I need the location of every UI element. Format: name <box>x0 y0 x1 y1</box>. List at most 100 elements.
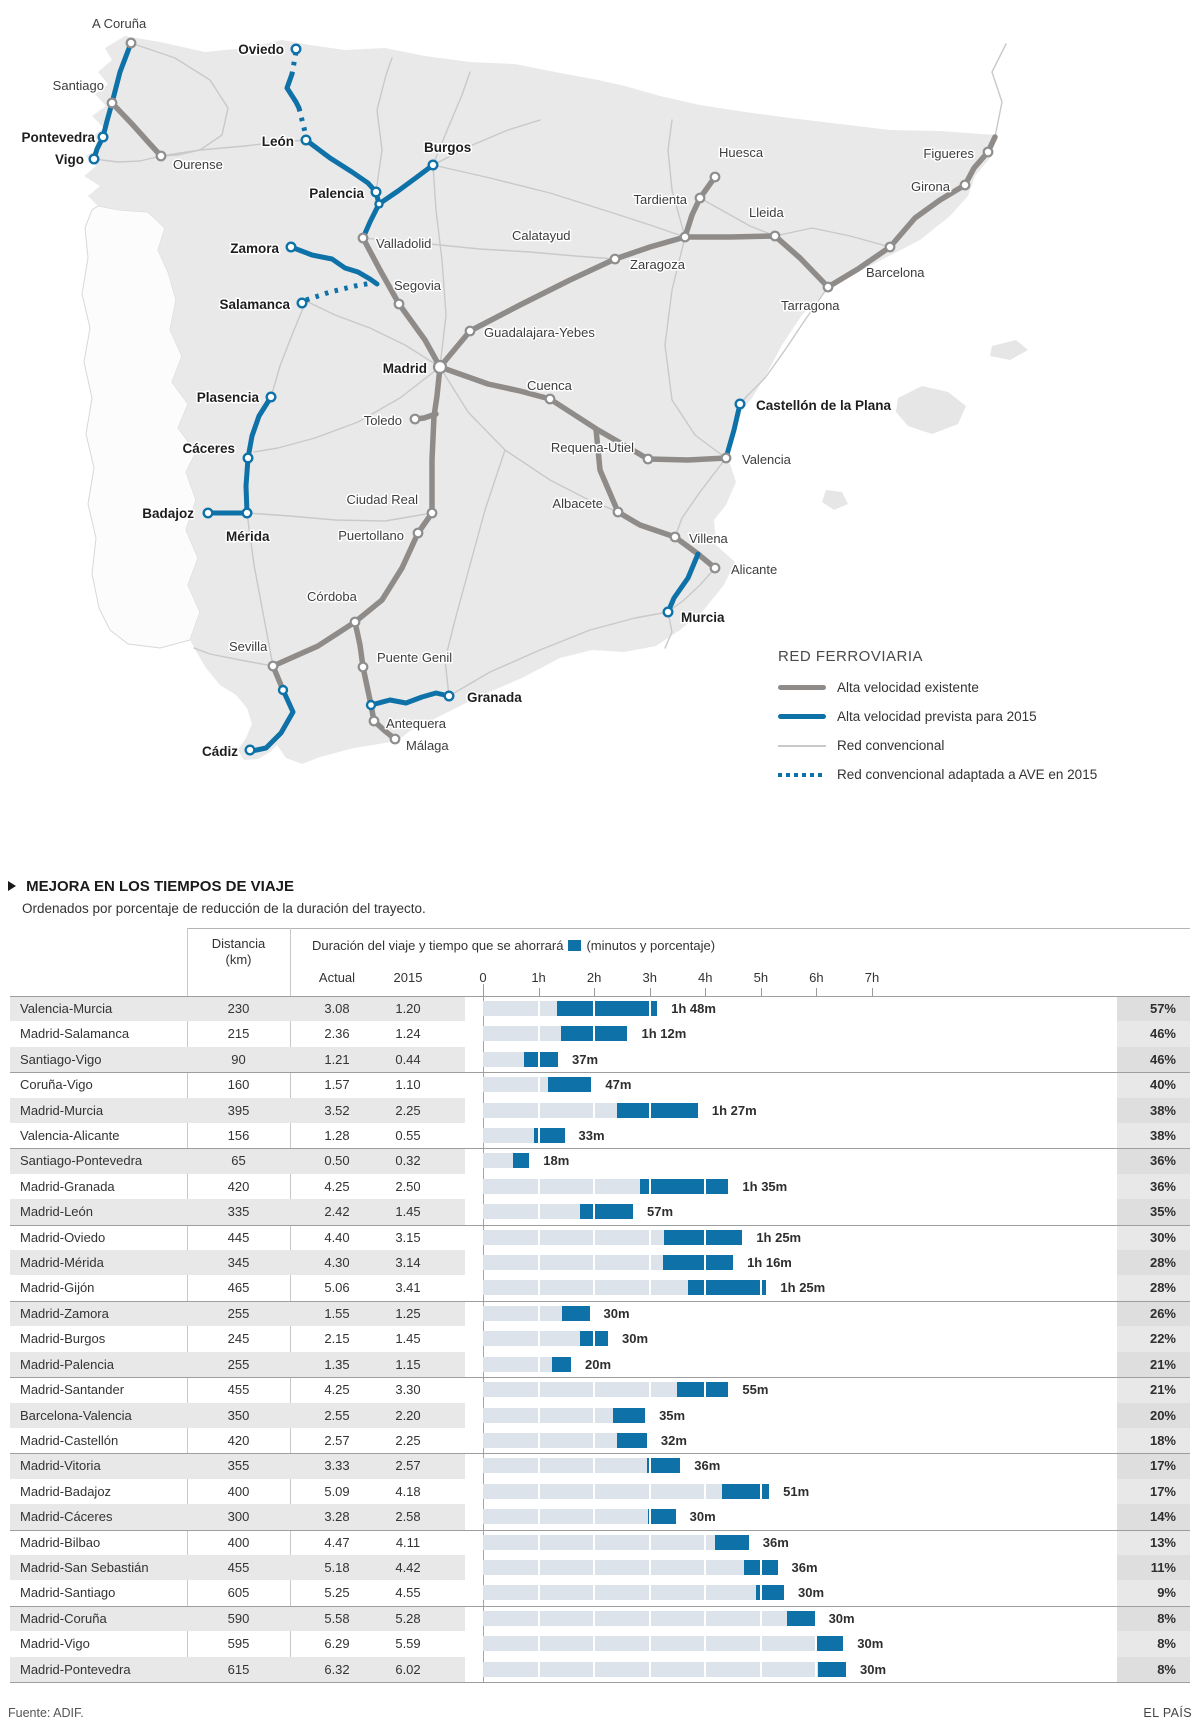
hour-gridline <box>593 1001 596 1016</box>
rail-line-conventional <box>93 155 162 163</box>
row-stripe <box>10 1148 465 1174</box>
duration-bar <box>483 1407 647 1423</box>
table-row: Madrid-Murcia 395 3.52 2.25 1h 27m 38% <box>10 1097 1190 1124</box>
city-label: Castellón de la Plana <box>756 398 892 413</box>
city-label: Vigo <box>55 152 84 167</box>
hour-gridline <box>648 1509 651 1525</box>
duration-actual: 6.32 <box>324 1661 350 1677</box>
duration-2015: 3.30 <box>395 1382 421 1398</box>
city-dot-castell-n-de-la-plana <box>734 398 746 410</box>
bar-time-saved <box>580 1204 634 1220</box>
time-saved-label: 55m <box>742 1382 769 1398</box>
distance-km: 345 <box>227 1255 250 1271</box>
rail-line-planned <box>288 244 380 287</box>
city-dot-lleida <box>769 230 781 242</box>
table-row: Madrid-Coruña 590 5.58 5.28 30m 8% <box>10 1605 1190 1632</box>
duration-actual: 1.21 <box>324 1051 350 1067</box>
hour-gridline <box>759 1585 762 1601</box>
duration-actual: 4.25 <box>324 1382 350 1398</box>
bar-time-saved <box>552 1356 571 1372</box>
time-saved-label: 30m <box>622 1331 649 1347</box>
rail-line-ave <box>437 364 729 463</box>
bar-time-saved <box>647 1509 676 1525</box>
city-label: Cáceres <box>182 441 235 456</box>
bar-time-saved <box>715 1534 749 1550</box>
city-label: Sevilla <box>229 639 268 654</box>
duration-2015: 2.58 <box>395 1509 421 1525</box>
junction-dot <box>277 684 289 696</box>
city-dot-toledo <box>409 413 421 425</box>
time-saved-label: 20m <box>584 1356 612 1372</box>
table-row: Madrid-San Sebastián 455 5.18 4.42 36m 11% <box>10 1554 1190 1581</box>
duration-bar <box>483 1432 649 1448</box>
city-label: Salamanca <box>219 297 290 312</box>
city-label: Girona <box>911 179 951 194</box>
reduction-percent: 17% <box>1149 1483 1176 1499</box>
reduction-percent: 26% <box>1117 1300 1190 1327</box>
hour-gridline <box>537 1026 540 1042</box>
bar-time-saved <box>818 1661 847 1677</box>
bar-2015-duration <box>483 1432 647 1448</box>
row-stripe <box>10 996 465 1022</box>
city-label: Mérida <box>226 529 270 544</box>
hour-gridline <box>704 1178 707 1194</box>
distance-km: 65 <box>231 1153 246 1169</box>
hour-gridline <box>648 1280 651 1296</box>
route-name: Madrid-Murcia <box>20 1102 104 1118</box>
axis-tick-label: 1h <box>531 970 546 985</box>
rail-line-conventional <box>774 227 891 248</box>
axis-tick-label: 6h <box>809 970 824 985</box>
rail-line-conventional <box>664 611 673 649</box>
duration-actual: 3.28 <box>324 1509 350 1525</box>
distance-km: 255 <box>227 1305 250 1321</box>
table-row: Valencia-Murcia 230 3.08 1.20 1h 48m 57% <box>10 996 1190 1022</box>
duration-bar <box>483 1153 531 1169</box>
table-row: Madrid-Vigo 595 6.29 5.59 30m 8% <box>10 1631 1190 1656</box>
city-label: Granada <box>467 690 522 705</box>
hour-gridline <box>537 1382 540 1398</box>
rail-line-planned <box>284 71 302 111</box>
duration-actual: 1.35 <box>324 1356 350 1372</box>
city-dot-m-laga <box>389 733 401 745</box>
hour-gridline <box>648 1001 651 1016</box>
table-row: Madrid-Burgos 245 2.15 1.45 30m 22% <box>10 1326 1190 1351</box>
rail-line-planned <box>91 40 134 162</box>
city-label: Albacete <box>552 496 603 511</box>
duration-bar <box>483 1178 730 1194</box>
table-row: Madrid-Santander 455 4.25 3.30 55m 21% <box>10 1377 1190 1402</box>
group-separator <box>10 1605 1190 1607</box>
city-label: Huesca <box>719 145 764 160</box>
duration-actual: 2.15 <box>324 1331 350 1347</box>
table-row: Madrid-Badajoz 400 5.09 4.18 51m 17% <box>10 1479 1190 1504</box>
hour-gridline <box>593 1204 596 1220</box>
city-label: León <box>262 134 294 149</box>
city-dot-segovia <box>393 298 405 310</box>
city-label: Burgos <box>424 140 471 155</box>
city-dot-tarragona <box>822 281 834 293</box>
map-legend: RED FERROVIARIA Alta velocidad existente… <box>778 648 1198 794</box>
route-name: Madrid-Vigo <box>20 1636 90 1652</box>
group-separator <box>10 1681 1190 1683</box>
hour-gridline <box>648 1178 651 1194</box>
hour-gridline <box>648 1229 651 1245</box>
table-row: Madrid-Zamora 255 1.55 1.25 30m 26% <box>10 1300 1190 1327</box>
rail-line-conventional <box>674 457 727 538</box>
hour-gridline <box>537 1636 540 1652</box>
city-dot-tardienta <box>694 192 706 204</box>
bar-2015-duration <box>483 1407 646 1423</box>
city-label: Villena <box>689 531 729 546</box>
axis-tick-label: 5h <box>753 970 769 985</box>
row-stripe <box>10 1046 465 1073</box>
legend-line-sample-ave <box>778 685 826 690</box>
distance-km: 395 <box>227 1102 250 1118</box>
city-dot-alicante <box>709 562 721 574</box>
bar-2015-duration <box>483 1661 847 1677</box>
city-dot-valencia <box>720 452 732 464</box>
reduction-percent: 14% <box>1117 1504 1190 1530</box>
route-name: Madrid-Castellón <box>20 1432 119 1448</box>
hour-gridline <box>537 1077 540 1093</box>
hour-gridline <box>648 1458 651 1474</box>
city-dot-badajoz <box>202 507 214 519</box>
hour-gridline <box>537 1432 540 1448</box>
row-stripe <box>10 1402 465 1428</box>
